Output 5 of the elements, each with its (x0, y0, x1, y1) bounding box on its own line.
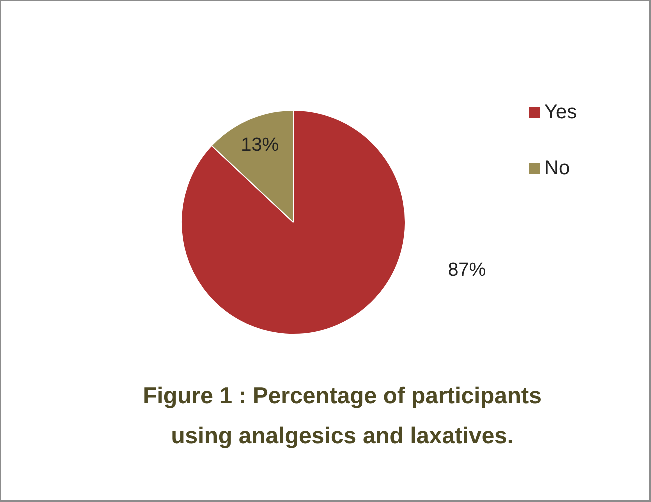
data-label: 87% (448, 260, 486, 282)
text: Figure 1 : Percentage of participants using analgesics and laxatives. (143, 382, 542, 448)
data-label: 13% (241, 134, 280, 156)
legend-label: Yes (544, 102, 578, 124)
legend-label: No (544, 158, 570, 180)
